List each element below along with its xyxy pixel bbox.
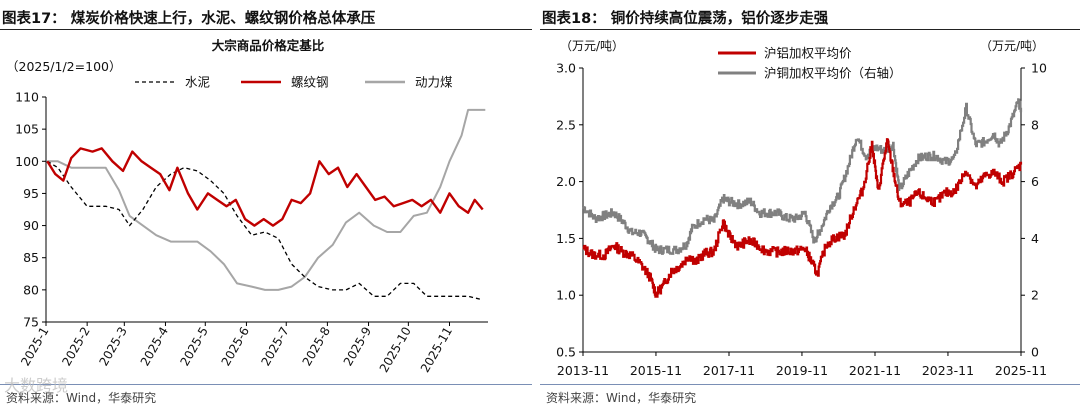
figure-title: 图表18： 铜价持续高位震荡，铝价逐步走强 <box>542 11 829 27</box>
y-tick-label: 110 <box>15 90 39 105</box>
x-tick-label: 2019-11 <box>776 363 828 378</box>
right-y-tick-label: 4 <box>1031 231 1039 246</box>
right-y-tick-label: 2 <box>1031 288 1039 303</box>
x-tick-label: 2025-6 <box>219 325 252 369</box>
legend-label: 沪铝加权平均价 <box>764 46 852 61</box>
x-tick-label: 2025-11 <box>418 325 455 375</box>
series-line <box>582 98 1023 255</box>
left-chart: 大宗商品价格定基比 （2025/1/2=100） 水泥 螺纹钢 动力煤 75 80 85… <box>6 38 488 375</box>
x-tick-label: 2025-8 <box>300 325 333 369</box>
x-tick-label: 2015-11 <box>630 363 682 378</box>
left-axis-unit: （万元/吨） <box>560 39 624 53</box>
series-line <box>46 147 484 227</box>
bottom-rule <box>0 384 532 385</box>
x-tick-label: 2025-7 <box>258 325 291 369</box>
x-tick-label: 2023-11 <box>922 363 974 378</box>
y-tick-label: 100 <box>15 154 39 169</box>
y-tick-label: 105 <box>15 122 39 137</box>
y-tick-label: 85 <box>23 250 39 265</box>
watermark-logo: 大数跨境 <box>4 376 69 395</box>
left-y-tick-label: 1.0 <box>556 288 576 303</box>
y-tick-label: 80 <box>23 282 39 297</box>
bottom-rule <box>540 384 1080 385</box>
x-tick-label: 2017-11 <box>703 363 755 378</box>
right-y-tick-label: 8 <box>1031 117 1039 132</box>
x-tick-label: 2025-4 <box>138 325 171 369</box>
left-y-tick-label: 2.5 <box>556 117 576 132</box>
left-y-tick-label: 3.0 <box>556 61 576 76</box>
source-note: 资料来源：Wind，华泰研究 <box>6 391 157 405</box>
title-rule <box>540 29 1080 30</box>
right-y-tick-label: 0 <box>1031 345 1039 360</box>
legend-label: 动力煤 <box>415 75 453 90</box>
x-tick-label: 2025-5 <box>177 325 210 369</box>
left-y-tick-label: 1.5 <box>556 231 576 246</box>
legend-label: 沪铜加权平均价（右轴） <box>764 66 902 81</box>
x-tick-label: 2013-11 <box>557 363 609 378</box>
series-line <box>46 160 482 301</box>
source-note: 资料来源：Wind，华泰研究 <box>546 391 697 405</box>
x-tick-label: 2025-2 <box>59 325 92 369</box>
x-tick-label: 2021-11 <box>849 363 901 378</box>
series-line <box>47 108 486 291</box>
x-tick-label: 2025-1 <box>18 325 51 369</box>
series-line <box>582 138 1023 298</box>
y-tick-label: 95 <box>23 186 39 201</box>
x-tick-label: 2025-11 <box>995 363 1047 378</box>
x-tick-label: 2025-10 <box>377 325 414 375</box>
right-y-tick-label: 10 <box>1031 61 1047 76</box>
plot-area: 0.5 1.0 1.5 2.0 2.5 3.0 0 2 4 6 8 10 2013-11 2015-11 2… <box>556 61 1047 379</box>
y-tick-label: 90 <box>23 218 39 233</box>
left-figure: 图表17： 煤炭价格快速上行，水泥、螺纹钢价格总体承压 大宗商品价格定基比 （2… <box>0 0 532 409</box>
x-tick-label: 2025-3 <box>97 325 130 369</box>
legend-label: 螺纹钢 <box>291 75 329 90</box>
legend: 水泥 螺纹钢 动力煤 <box>135 75 453 90</box>
title-rule <box>0 29 532 30</box>
right-axis-unit: （万元/吨） <box>980 39 1044 53</box>
x-tick-label: 2025-9 <box>341 325 374 369</box>
left-y-tick-label: 2.0 <box>556 174 576 189</box>
right-y-tick-label: 6 <box>1031 174 1039 189</box>
left-y-tick-label: 0.5 <box>556 345 576 360</box>
chart-title: 大宗商品价格定基比 <box>212 38 325 53</box>
figure-title: 图表17： 煤炭价格快速上行，水泥、螺纹钢价格总体承压 <box>2 11 376 27</box>
y-tick-label: 75 <box>23 315 39 330</box>
chart-subtitle: （2025/1/2=100） <box>6 59 121 74</box>
legend-label: 水泥 <box>185 75 210 90</box>
right-figure: 图表18： 铜价持续高位震荡，铝价逐步走强 （万元/吨） （万元/吨） 沪铝加权… <box>540 0 1080 409</box>
